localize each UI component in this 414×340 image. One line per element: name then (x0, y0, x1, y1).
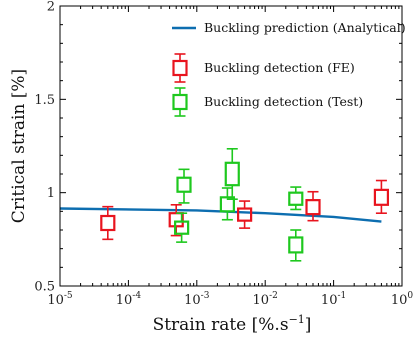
box-body (100, 214, 116, 232)
x-tick-label: 10-5 (47, 291, 73, 308)
plot-frame (59, 5, 403, 287)
test-detection-box (288, 186, 304, 211)
test-detection-box (174, 212, 190, 243)
fe-detection-box (373, 179, 390, 214)
x-tick-exponent: -3 (201, 291, 210, 301)
box-body (237, 207, 253, 222)
y-tick-label: 0.5 (34, 280, 55, 295)
fe-detection-box (237, 200, 253, 229)
box-body (174, 220, 190, 235)
box-body (288, 236, 304, 254)
fe-detection-box (305, 190, 321, 222)
analytical-prediction-line (59, 207, 382, 223)
box-body (172, 59, 188, 77)
y-tick-label: 1 (47, 186, 55, 201)
box-body (305, 199, 321, 216)
x-axis-label-superscript: −1 (289, 313, 305, 326)
test-detection-box (224, 148, 240, 200)
y-axis-label: Critical strain [%] (9, 69, 29, 223)
x-tick-label: 10-4 (116, 291, 142, 308)
y-tick-label: 2 (47, 0, 55, 15)
box-body (373, 188, 390, 206)
x-tick-base: 10 (116, 293, 133, 308)
x-tick-exponent: 0 (407, 291, 413, 301)
x-axis-label-main: Strain rate [%.s (153, 315, 289, 335)
test-detection-box (219, 187, 235, 221)
x-tick-label: 10-2 (253, 291, 278, 308)
x-axis-label-close: ] (305, 315, 312, 335)
x-axis-label: Strain rate [%.s−1] (153, 313, 312, 335)
x-tick-base: 10 (253, 293, 270, 308)
x-tick-label: 100 (391, 291, 414, 308)
y-tick-label: 1.5 (34, 93, 55, 108)
test-detection-box (176, 168, 192, 204)
x-tick-exponent: -1 (337, 291, 346, 301)
fe-detection-box (100, 205, 116, 241)
legend-entry-label: Buckling detection (FE) (204, 60, 355, 75)
box-body (176, 176, 192, 193)
x-tick-base: 10 (184, 293, 201, 308)
x-tick-base: 10 (391, 293, 408, 308)
legend-box-swatch (172, 87, 188, 117)
x-tick-base: 10 (47, 293, 64, 308)
test-detection-box (288, 229, 304, 262)
legend-entry-label: Buckling prediction (Analytical) (204, 20, 406, 35)
x-tick-exponent: -2 (269, 291, 278, 301)
box-body (224, 161, 240, 187)
x-tick-label: 10-1 (321, 291, 346, 308)
x-tick-exponent: -4 (132, 291, 141, 301)
legend-entry-label: Buckling detection (Test) (204, 94, 363, 109)
box-body (219, 196, 235, 213)
legend-box-swatch (172, 53, 188, 83)
x-tick-label: 10-3 (184, 291, 210, 308)
x-tick-base: 10 (321, 293, 338, 308)
legend: Buckling prediction (Analytical) Buckling… (172, 20, 406, 117)
plot-marks (59, 148, 390, 262)
box-body (172, 93, 188, 111)
x-tick-exponent: -5 (64, 291, 73, 301)
box-body (288, 191, 304, 206)
